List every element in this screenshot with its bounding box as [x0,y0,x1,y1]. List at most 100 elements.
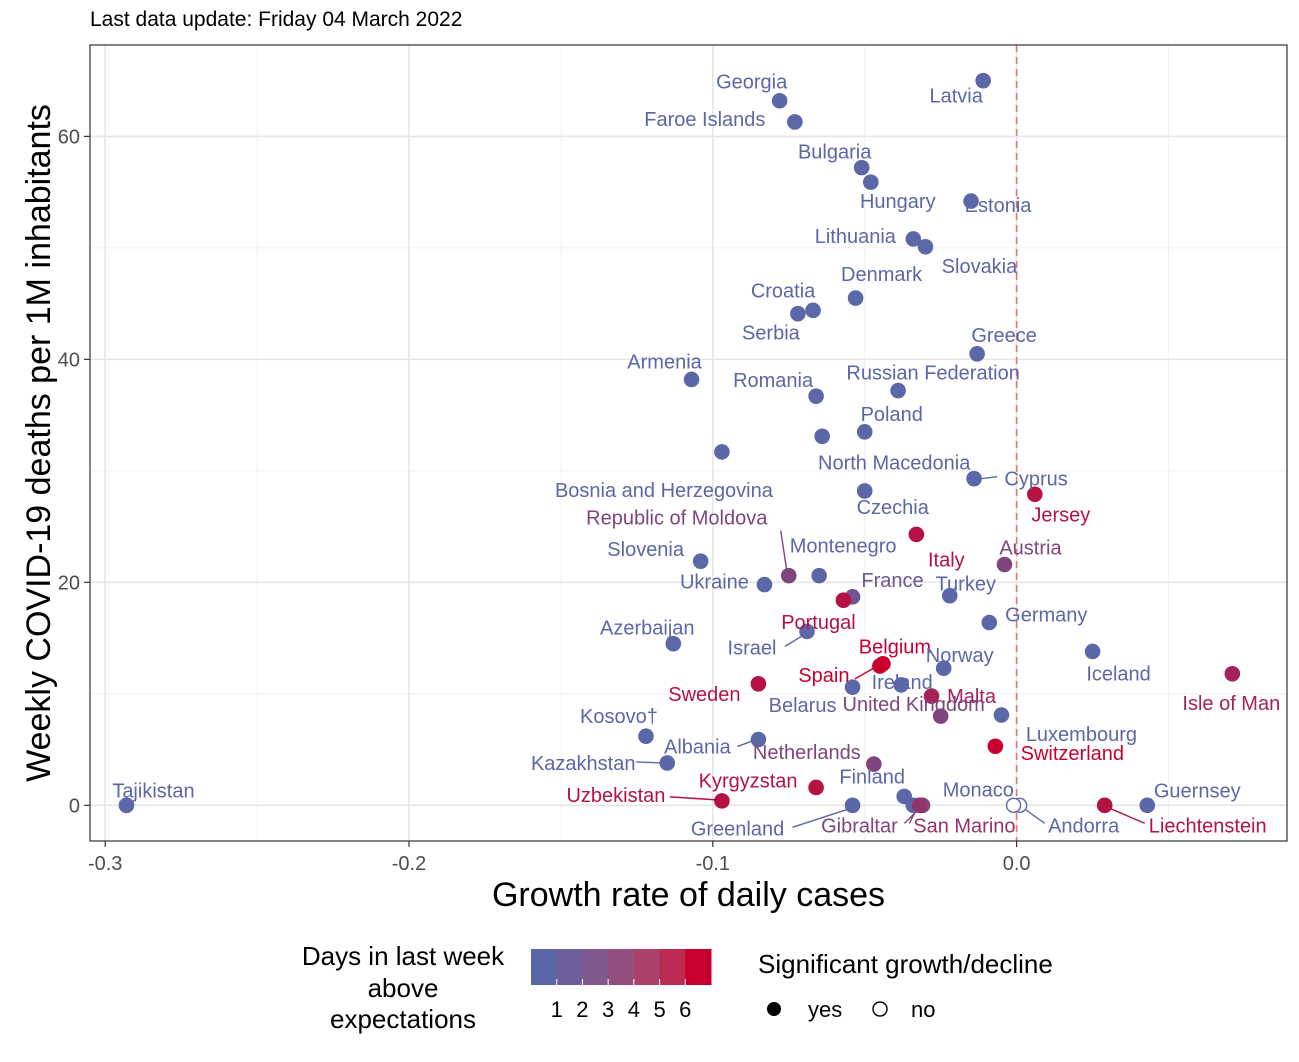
x-tick-label: -0.1 [696,853,730,875]
point-label: San Marino [913,815,1015,837]
point-label: Republic of Moldova [586,508,768,530]
y-tick-label: 40 [58,349,80,371]
data-point [847,290,864,306]
label-leader-lines [636,475,1145,828]
data-point [756,576,773,593]
color-legend-label: 2 [576,997,588,1022]
point-label: Spain [798,665,849,687]
label-leader [1023,807,1046,824]
data-point [1139,797,1156,814]
point-label: Israel [728,637,777,659]
point-label: Germany [1005,604,1087,626]
data-point [665,635,682,652]
color-legend-title: above [368,973,439,1003]
data-point [966,470,982,487]
point-label: Kyrgyzstan [699,770,798,792]
data-point [941,587,958,604]
data-point [1084,643,1101,660]
color-legend-swatch [531,949,558,985]
point-label: Belgium [859,637,931,659]
point-label: Russian Federation [846,363,1019,385]
label-leader [784,634,804,648]
color-legend-swatch [633,949,661,985]
point-label: Guernsey [1154,780,1241,802]
point-label: Czechia [857,497,930,519]
plot-panel-border [89,44,1288,842]
point-label: Slovakia [942,256,1018,278]
label-leader [1109,807,1145,824]
data-point [890,382,906,399]
point-label: Monaco [943,779,1014,801]
data-point [893,677,909,693]
data-point [993,707,1010,723]
point-label: Andorra [1048,815,1120,837]
x-tick-label: -0.2 [392,853,426,875]
color-legend-label: 3 [602,997,614,1022]
label-leader [737,739,754,748]
data-point [692,553,709,569]
point-label: Albania [664,737,732,759]
data-point [908,526,925,543]
color-legend-swatch [608,949,635,985]
data-point [1224,665,1241,682]
data-point [118,797,135,814]
data-point [856,483,873,499]
label-leader [636,761,663,764]
data-point [750,731,767,748]
y-tick-label: 60 [58,126,80,148]
data-point [923,688,940,704]
point-label: Slovenia [607,539,685,561]
point-label: Austria [999,538,1062,560]
point-label: Malta [947,686,997,708]
label-leader [980,475,998,480]
point-label: Kazakhstan [531,753,636,775]
point-label: Netherlands [753,742,861,764]
color-legend-label: 5 [653,997,665,1022]
y-axis-title: Weekly COVID-19 deaths per 1M inhabitant… [20,104,58,782]
x-tick-label: 0.0 [1003,853,1031,875]
data-points [118,72,1241,814]
y-tick-label: 0 [69,795,80,817]
point-label: Iceland [1086,663,1151,685]
point-label: Greenland [691,818,784,840]
data-point [835,592,852,608]
data-point [917,238,934,255]
data-point [771,92,788,109]
data-point [856,424,873,440]
point-label: Denmark [841,264,923,286]
shape-legend-title: Significant growth/decline [758,949,1053,979]
point-label: Romania [733,370,814,392]
point-label: Faroe Islands [644,109,765,131]
shape-legend-filled [767,1002,781,1016]
data-point [911,797,928,814]
point-label: Lithuania [815,226,897,248]
point-label: North Macedonia [818,452,971,474]
color-legend-swatch [556,949,583,985]
data-point [1096,797,1113,814]
point-label: Cyprus [1004,469,1067,491]
data-point [814,428,830,445]
data-point [853,159,870,176]
point-label: Turkey [936,574,996,596]
data-point [963,193,979,209]
point-label: Tajikistan [112,780,194,802]
point-label: Latvia [930,86,984,108]
chart-subtitle: Last data update: Friday 04 March 2022 [90,8,463,31]
point-label: Liechtenstein [1149,815,1267,837]
axes: -0.3 -0.2 -0.1 0.0 0 20 40 60 [58,126,1031,875]
point-label: United Kingdom [843,694,985,716]
point-label: Serbia [742,323,801,345]
color-legend-label: 1 [551,997,563,1022]
label-leader [792,808,848,828]
point-label: Armenia [627,351,702,373]
point-label: Sweden [668,684,740,706]
data-point [1027,486,1043,503]
point-label: Azerbaijan [600,618,695,640]
point-label: Luxembourg [1026,724,1137,746]
y-tick-label: 20 [58,572,80,594]
label-leader [669,796,717,801]
data-point [659,755,676,771]
point-label: Montenegro [790,536,897,558]
data-point [872,658,888,674]
